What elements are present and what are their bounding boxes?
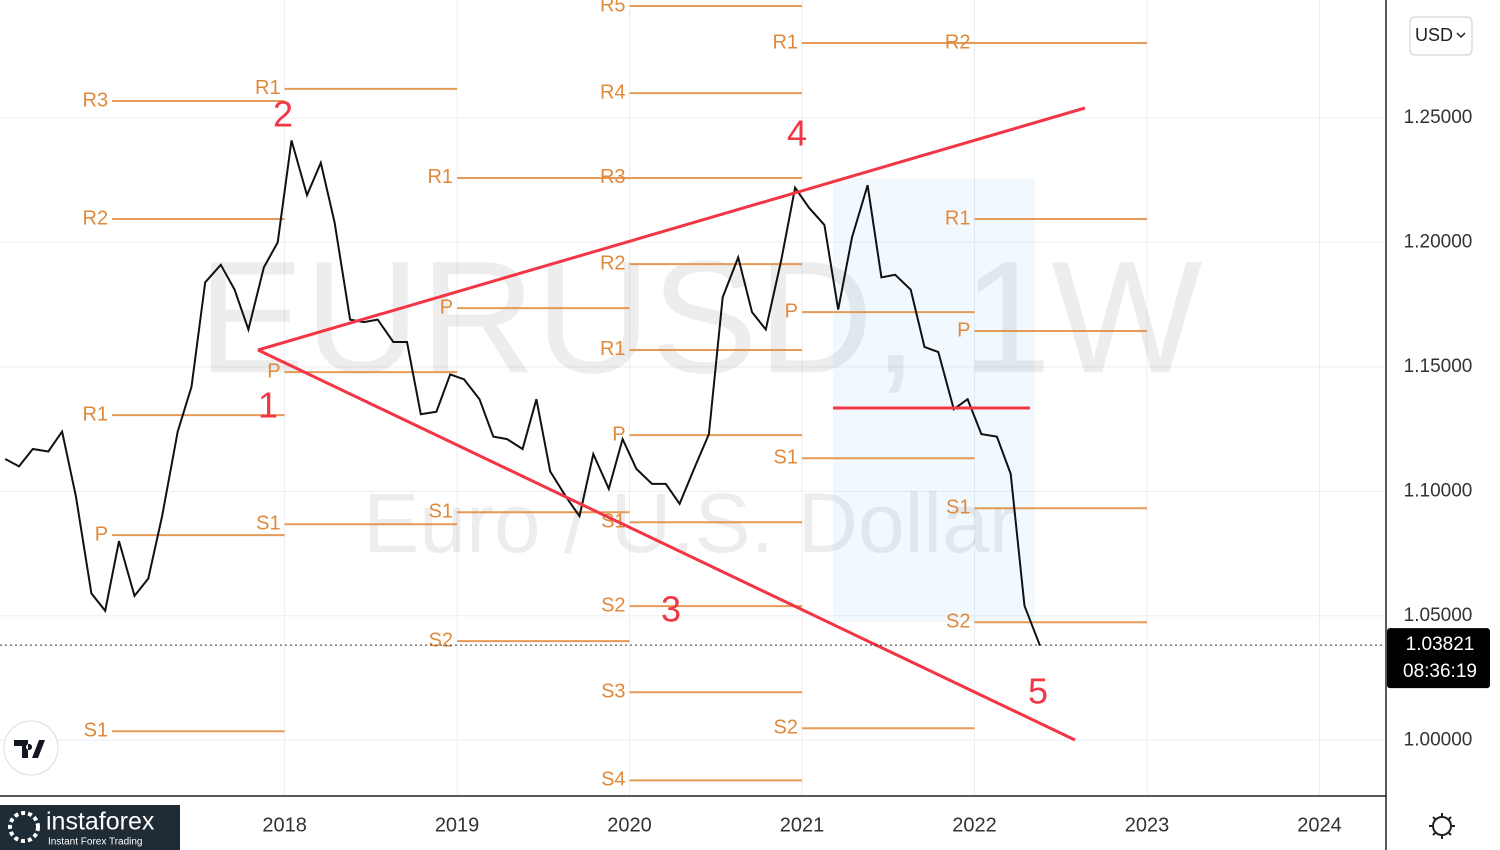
x-tick-label: 2023 — [1125, 814, 1170, 836]
pivot-label: P — [267, 360, 280, 382]
currency-caret — [1456, 32, 1466, 39]
pivot-label: S1 — [601, 510, 625, 532]
settings-teeth — [1429, 813, 1455, 839]
pivot-label: S1 — [946, 497, 970, 519]
pivot-label: R2 — [945, 31, 971, 53]
pivot-label: S2 — [774, 717, 798, 739]
wave-label: 5 — [1028, 671, 1048, 712]
pivot-label: S3 — [601, 680, 625, 702]
volume-profile-range — [833, 178, 1035, 622]
currency-button[interactable] — [1409, 16, 1473, 56]
pivot-label: S1 — [429, 501, 453, 523]
wave-label: 1 — [258, 385, 278, 426]
last-price-label: 1.03821 — [1406, 634, 1475, 655]
y-tick-label: 1.25000 — [1404, 107, 1473, 128]
pivot-label: R2 — [83, 207, 109, 229]
pivot-label: S2 — [601, 594, 625, 616]
pivot-label: R2 — [600, 252, 626, 274]
y-tick-label: 1.00000 — [1404, 729, 1473, 750]
brand-icon — [8, 811, 40, 843]
axes: 1.00000 1.05000 1.10000 1.15000 1.20000 1.250… — [0, 107, 1490, 836]
wave-label: 2 — [273, 94, 293, 135]
pivot-label: S2 — [429, 629, 453, 651]
x-tick-label: 2021 — [780, 814, 825, 836]
trendline-upper — [257, 106, 1086, 352]
wave-label: 3 — [661, 589, 681, 630]
pivot-label: S1 — [774, 447, 798, 469]
pivot-label: R3 — [600, 166, 626, 188]
y-tick-label: 1.20000 — [1404, 231, 1473, 252]
pivot-label: R1 — [83, 403, 109, 425]
pivot-label: R1 — [255, 77, 281, 99]
last-price-box — [1387, 628, 1490, 689]
pivot-label: P — [957, 319, 970, 341]
brand-name: instaforex — [46, 808, 155, 836]
pivot-label: R5 — [600, 0, 626, 16]
x-tick-label: 2020 — [607, 814, 652, 836]
pivot-label: R4 — [600, 81, 626, 103]
tv-logo — [14, 740, 45, 758]
pivot-label: P — [440, 296, 453, 318]
pivot-label: R1 — [600, 338, 626, 360]
y-tick-label: 1.05000 — [1404, 605, 1473, 626]
brand-tagline: Instant Forex Trading — [48, 837, 143, 848]
pivot-label: R1 — [772, 31, 798, 53]
pivot-label: S4 — [601, 769, 625, 791]
x-tick-label: 2024 — [1297, 814, 1342, 836]
pivot-label: S1 — [256, 512, 280, 534]
watermark-symbol: EURUSD, 1W — [198, 227, 1203, 406]
pivot-label: R1 — [945, 207, 971, 229]
x-tick-label: 2018 — [262, 814, 307, 836]
pivot-label: S1 — [84, 720, 108, 742]
wave-label: 4 — [787, 113, 807, 154]
pivot-label: R1 — [427, 166, 453, 188]
x-tick-label: 2022 — [952, 814, 997, 836]
price-line — [4, 140, 1041, 647]
countdown-label: 08:36:19 — [1403, 661, 1477, 682]
y-tick-label: 1.15000 — [1404, 356, 1473, 377]
pivot-label: P — [785, 300, 798, 322]
pivot-label: P — [95, 523, 108, 545]
series — [4, 140, 1041, 647]
x-tick-label: 2019 — [435, 814, 480, 836]
pivots: R3 R2 R1 P S1 R1 P S1 R1 P S1 S2 R5 R4 R3 R2 R1 P S1 S2 S3 S4… — [83, 0, 1147, 791]
pivot-label: R3 — [83, 89, 109, 111]
waves: 1 2 3 4 5 — [258, 94, 1048, 712]
y-tick-label: 1.10000 — [1404, 480, 1473, 501]
pivot-label: S2 — [946, 611, 970, 633]
trendline-lower — [257, 348, 1076, 742]
grid — [0, 0, 1385, 795]
currency-label: USD — [1415, 25, 1453, 45]
